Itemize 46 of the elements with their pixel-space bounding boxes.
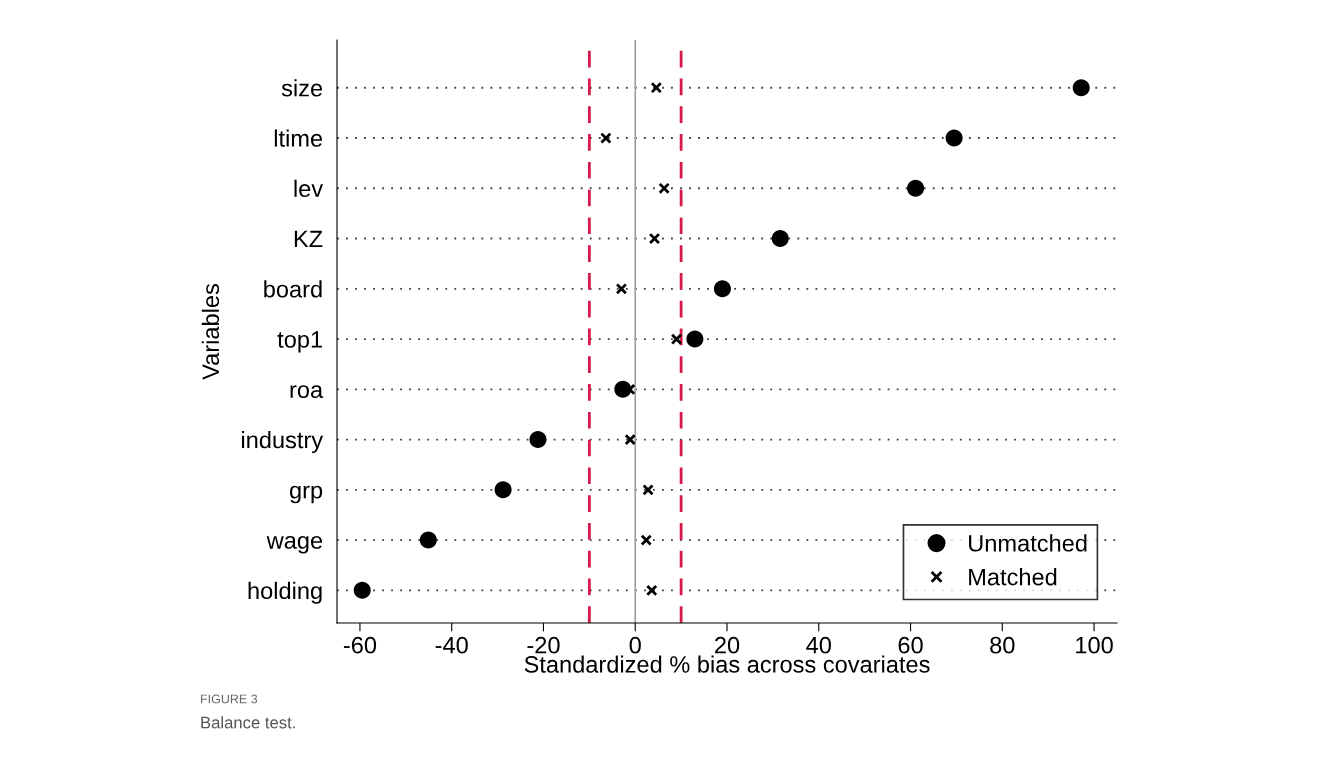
legend-label: Unmatched: [969, 534, 1087, 552]
point: [945, 129, 963, 147]
point: [353, 581, 371, 599]
x-tick-label: 80: [990, 636, 1015, 654]
x-tick-label: 100: [1076, 636, 1113, 654]
point: [907, 179, 925, 197]
y-axis-title: Variables: [201, 284, 220, 380]
y-tick-label: roa: [290, 385, 324, 399]
y-tick-label: board: [264, 280, 322, 298]
y-tick-label: holding: [248, 581, 322, 604]
point: [642, 484, 654, 496]
y-tick-label: industry: [242, 431, 324, 454]
point: [494, 481, 512, 499]
point: [648, 232, 661, 245]
x-tick-label: 20: [715, 636, 740, 654]
text: Balance test.: [201, 716, 295, 729]
point: [771, 230, 789, 248]
point: [658, 182, 670, 195]
x-tick-label: -40: [435, 636, 468, 654]
y-tick-label: size: [281, 79, 323, 97]
point: [650, 81, 663, 94]
point: [529, 431, 547, 449]
y-tick-label: lev: [294, 179, 324, 198]
x-tick-label: -20: [527, 636, 560, 654]
point: [670, 333, 683, 345]
point: [600, 132, 612, 144]
point: [640, 534, 653, 546]
point: [419, 531, 437, 549]
x-axis-title: Standardized % bias across covariates: [524, 655, 930, 673]
x-tick-label: -60: [343, 636, 377, 654]
y-tick-label: wage: [266, 535, 323, 554]
legend-label: Matched: [969, 568, 1057, 586]
y-tick-label: top1: [277, 331, 322, 353]
x-tick-label: 40: [806, 636, 831, 654]
y-tick-label: ltime: [274, 129, 323, 147]
y-tick-label: KZ: [294, 230, 323, 248]
point: [645, 584, 658, 597]
y-tick-label: grp: [289, 485, 323, 504]
point: [624, 433, 636, 446]
point: [1072, 79, 1090, 97]
x-tick-label: 60: [898, 636, 923, 654]
point: [615, 283, 628, 295]
point: [686, 330, 704, 348]
x-tick-label: 0: [629, 636, 641, 654]
caption: FIGURE 3: [201, 694, 258, 704]
point: [713, 280, 731, 298]
